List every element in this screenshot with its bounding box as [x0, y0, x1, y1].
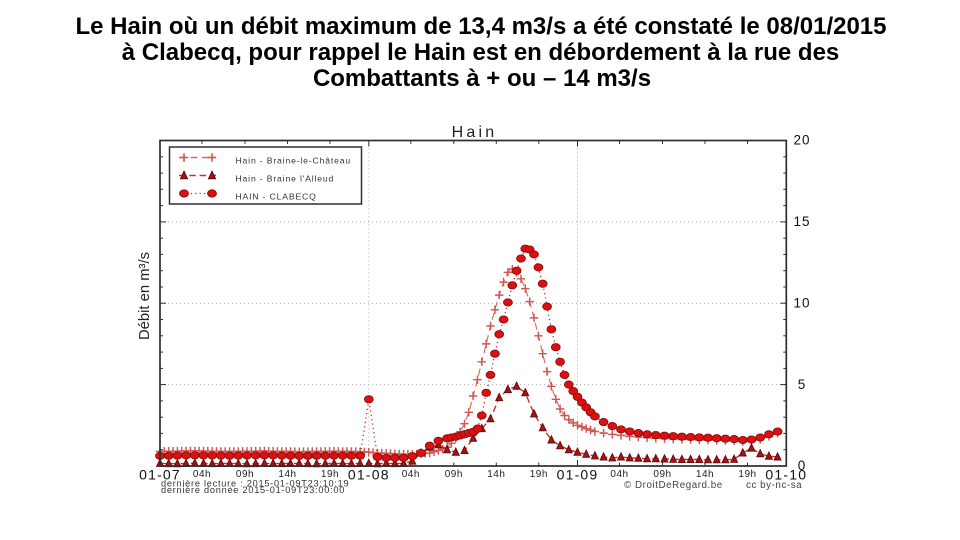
svg-text:04h: 04h	[402, 469, 420, 480]
svg-text:Le Hain où un débit maximum de: Le Hain où un débit maximum de 13,4 m3/s…	[76, 13, 887, 40]
svg-text:19h: 19h	[321, 469, 339, 480]
svg-text:14h: 14h	[487, 469, 505, 480]
svg-text:01-07: 01-07	[139, 467, 181, 483]
svg-text:dernière lecture : 2015-01-09T: dernière lecture : 2015-01-09T23:10:19	[161, 479, 349, 489]
svg-text:0: 0	[798, 458, 807, 473]
svg-text:01-08: 01-08	[348, 467, 390, 483]
svg-text:19h: 19h	[738, 469, 756, 480]
svg-text:09h: 09h	[236, 469, 254, 480]
svg-text:20: 20	[793, 133, 810, 148]
svg-text:01-10: 01-10	[765, 467, 807, 483]
svg-text:Hain: Hain	[452, 124, 498, 141]
svg-text:© DroitDeRegard.be: © DroitDeRegard.be	[624, 480, 723, 491]
svg-text:01-09: 01-09	[557, 467, 599, 483]
svg-text:09h: 09h	[445, 469, 463, 480]
svg-text:09h: 09h	[653, 469, 671, 480]
svg-text:Débit en m³/s: Débit en m³/s	[137, 252, 153, 340]
svg-text:14h: 14h	[278, 469, 296, 480]
svg-text:10: 10	[793, 295, 810, 310]
svg-text:04h: 04h	[610, 469, 628, 480]
svg-text:19h: 19h	[530, 469, 548, 480]
svg-text:15: 15	[793, 214, 810, 229]
svg-text:04h: 04h	[193, 469, 211, 480]
svg-text:HAIN - CLABECQ: HAIN - CLABECQ	[236, 192, 317, 202]
svg-text:Hain - Braine-le-Château: Hain - Braine-le-Château	[236, 156, 351, 166]
svg-text:à Clabecq, pour rappel le Hain: à Clabecq, pour rappel le Hain est en dé…	[122, 39, 840, 66]
svg-text:dernière donnée 2015-01-09T23: dernière donnée 2015-01-09T23:00:00	[161, 485, 345, 495]
svg-text:5: 5	[798, 377, 807, 392]
svg-text:Combattants à + ou – 14 m3/s: Combattants à + ou – 14 m3/s	[313, 65, 651, 92]
svg-text:cc by-nc-sa: cc by-nc-sa	[746, 480, 802, 491]
svg-text:14h: 14h	[696, 469, 714, 480]
svg-text:Hain - Braine l'Alleud: Hain - Braine l'Alleud	[236, 174, 335, 184]
